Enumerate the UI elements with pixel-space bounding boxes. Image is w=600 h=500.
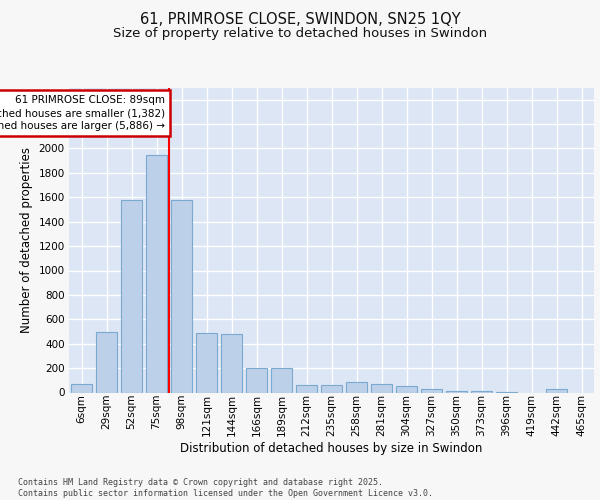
Bar bbox=[321, 384, 342, 392]
Bar bbox=[296, 384, 317, 392]
Bar bbox=[346, 382, 367, 392]
Bar bbox=[421, 389, 442, 392]
Text: 61, PRIMROSE CLOSE, SWINDON, SN25 1QY: 61, PRIMROSE CLOSE, SWINDON, SN25 1QY bbox=[140, 12, 460, 28]
Y-axis label: Number of detached properties: Number of detached properties bbox=[20, 147, 33, 333]
Bar bbox=[546, 389, 567, 392]
Bar bbox=[121, 200, 142, 392]
Text: 61 PRIMROSE CLOSE: 89sqm
← 19% of detached houses are smaller (1,382)
80% of sem: 61 PRIMROSE CLOSE: 89sqm ← 19% of detach… bbox=[0, 95, 165, 131]
Bar bbox=[246, 368, 267, 392]
Bar bbox=[96, 332, 117, 392]
Bar bbox=[396, 386, 417, 392]
Bar bbox=[171, 200, 192, 392]
Text: Contains HM Land Registry data © Crown copyright and database right 2025.
Contai: Contains HM Land Registry data © Crown c… bbox=[18, 478, 433, 498]
Bar bbox=[446, 391, 467, 392]
Bar bbox=[196, 332, 217, 392]
Text: Size of property relative to detached houses in Swindon: Size of property relative to detached ho… bbox=[113, 28, 487, 40]
Bar bbox=[71, 384, 92, 392]
Bar bbox=[221, 334, 242, 392]
Bar bbox=[146, 154, 167, 392]
X-axis label: Distribution of detached houses by size in Swindon: Distribution of detached houses by size … bbox=[181, 442, 482, 454]
Bar bbox=[271, 368, 292, 392]
Bar bbox=[371, 384, 392, 392]
